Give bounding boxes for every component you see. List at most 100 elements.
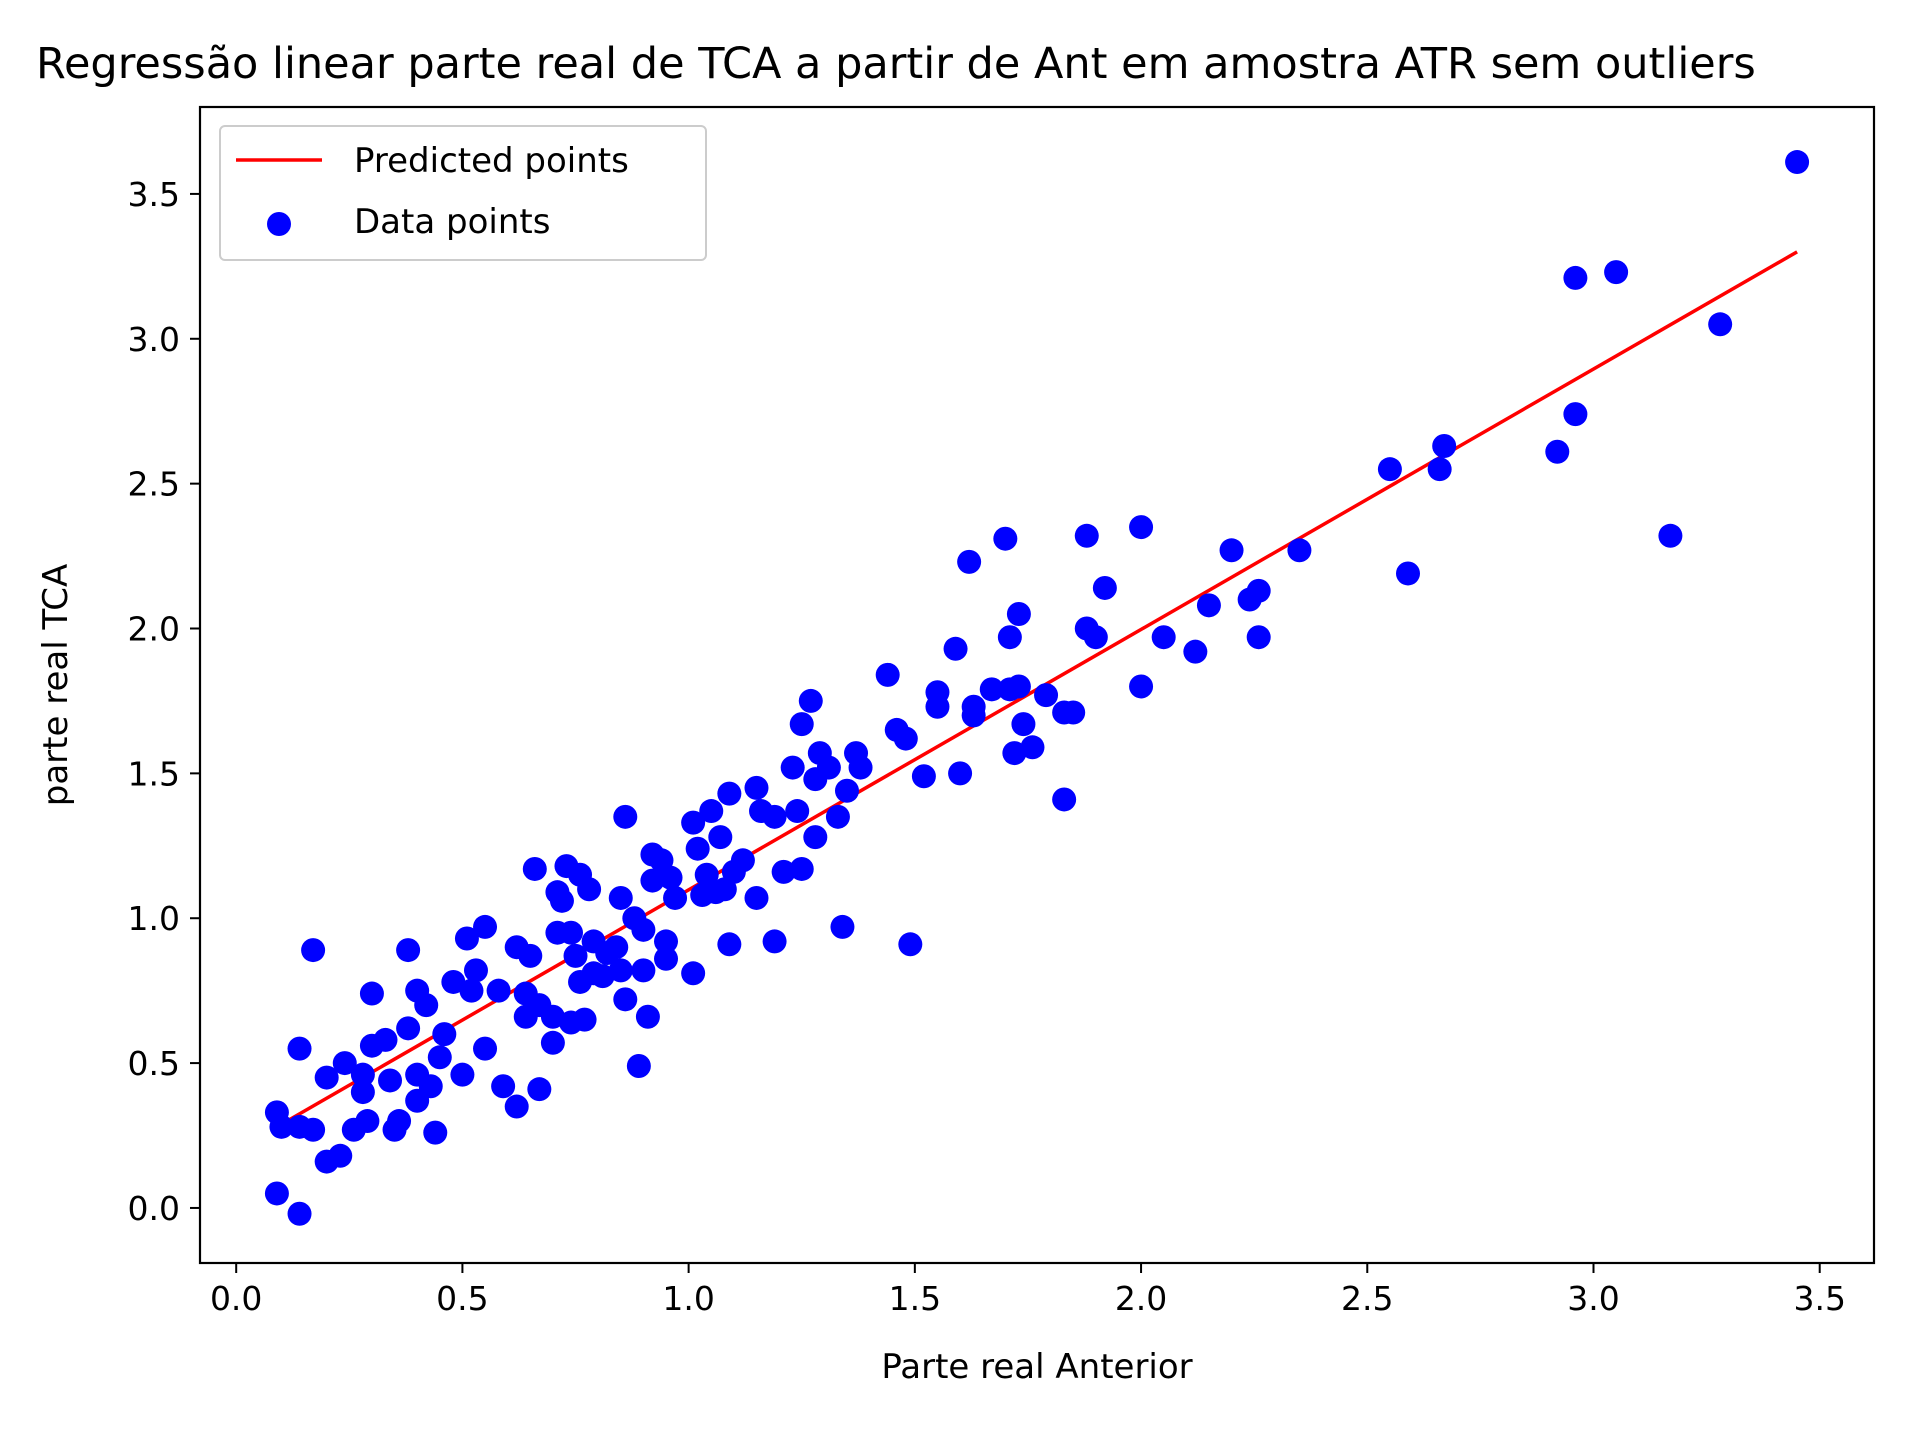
data-point: [875, 662, 900, 687]
data-point: [418, 1074, 443, 1099]
data-point: [681, 961, 706, 986]
data-point: [301, 1117, 326, 1142]
data-point: [803, 825, 828, 850]
data-point: [663, 885, 688, 910]
data-point: [780, 755, 805, 780]
x-tick-label: 2.5: [1341, 1279, 1393, 1318]
data-point: [1604, 260, 1629, 285]
data-point: [1034, 683, 1059, 708]
data-point: [943, 636, 968, 661]
y-tick-label: 0.0: [128, 1189, 180, 1228]
data-point: [1395, 561, 1420, 586]
data-point: [264, 1181, 289, 1206]
data-point: [1011, 712, 1036, 737]
x-tick-label: 0.0: [210, 1279, 262, 1318]
data-point: [911, 764, 936, 789]
data-point: [948, 761, 973, 786]
chart-title: Regressão linear parte real de TCA a par…: [36, 39, 1756, 89]
y-axis-title: parte real TCA: [36, 564, 76, 806]
data-point: [577, 877, 602, 902]
data-point: [504, 1094, 529, 1119]
data-point: [1246, 578, 1271, 603]
y-tick-label: 3.5: [128, 175, 180, 214]
data-point: [785, 799, 810, 824]
data-point: [378, 1068, 403, 1093]
data-point: [993, 526, 1018, 551]
data-point: [1052, 787, 1077, 812]
legend-label-predicted: Predicted points: [354, 141, 629, 181]
data-point: [1196, 593, 1221, 618]
data-point: [1092, 575, 1117, 600]
legend-marker-swatch: [267, 212, 291, 236]
data-point: [491, 1074, 516, 1099]
data-point: [396, 1016, 421, 1041]
data-point: [631, 917, 656, 942]
data-point: [685, 836, 710, 861]
data-point: [654, 929, 679, 954]
data-point: [1020, 735, 1045, 760]
data-point: [328, 1143, 353, 1168]
data-point: [387, 1109, 412, 1134]
plot-frame: [198, 105, 1876, 1265]
data-point: [414, 993, 439, 1018]
data-point: [527, 1077, 552, 1102]
data-point: [332, 1051, 357, 1076]
data-point: [825, 804, 850, 829]
data-point: [287, 1201, 312, 1226]
data-point: [269, 1114, 294, 1139]
data-point: [301, 938, 326, 963]
data-point: [558, 920, 583, 945]
data-point: [1563, 402, 1588, 427]
legend-label-data: Data points: [354, 202, 550, 242]
data-point: [789, 856, 814, 881]
data-point: [708, 825, 733, 850]
x-tick-label: 2.0: [1115, 1279, 1167, 1318]
data-point: [454, 926, 479, 951]
data-point: [834, 778, 859, 803]
data-point: [608, 885, 633, 910]
y-tick-label: 3.0: [128, 320, 180, 359]
x-axis-title: Parte real Anterior: [881, 1347, 1192, 1387]
data-point: [359, 981, 384, 1006]
data-point: [1785, 150, 1810, 175]
y-tick-label: 1.5: [128, 754, 180, 793]
data-point: [608, 958, 633, 983]
data-point: [1002, 741, 1027, 766]
data-point: [1219, 538, 1244, 563]
data-point: [613, 804, 638, 829]
data-point: [427, 1045, 452, 1070]
data-point: [640, 868, 665, 893]
data-point: [699, 799, 724, 824]
data-point: [789, 712, 814, 737]
x-tick-label: 3.0: [1567, 1279, 1619, 1318]
data-point: [762, 929, 787, 954]
data-point: [1129, 674, 1154, 699]
data-point: [572, 1007, 597, 1032]
data-point: [1246, 625, 1271, 650]
data-point: [350, 1062, 375, 1087]
data-point: [925, 694, 950, 719]
data-point: [473, 914, 498, 939]
data-point: [997, 625, 1022, 650]
data-point: [432, 1022, 457, 1047]
data-point: [744, 885, 769, 910]
data-point: [1545, 439, 1570, 464]
data-point: [1183, 639, 1208, 664]
data-point: [717, 932, 742, 957]
data-point: [540, 1030, 565, 1055]
data-point: [518, 943, 543, 968]
data-point: [635, 1004, 660, 1029]
y-axis: 0.0 0.5 1.0 1.5 2.0 2.5 3.0 3.5: [128, 175, 200, 1228]
data-point: [681, 810, 706, 835]
data-point: [604, 935, 629, 960]
data-point: [1287, 538, 1312, 563]
data-point: [1129, 515, 1154, 540]
data-point: [373, 1027, 398, 1052]
data-point: [314, 1065, 339, 1090]
data-point: [1377, 457, 1402, 482]
x-tick-label: 1.5: [889, 1279, 941, 1318]
data-point: [798, 688, 823, 713]
data-point: [459, 978, 484, 1003]
data-point: [898, 932, 923, 957]
y-tick-label: 1.0: [128, 899, 180, 938]
